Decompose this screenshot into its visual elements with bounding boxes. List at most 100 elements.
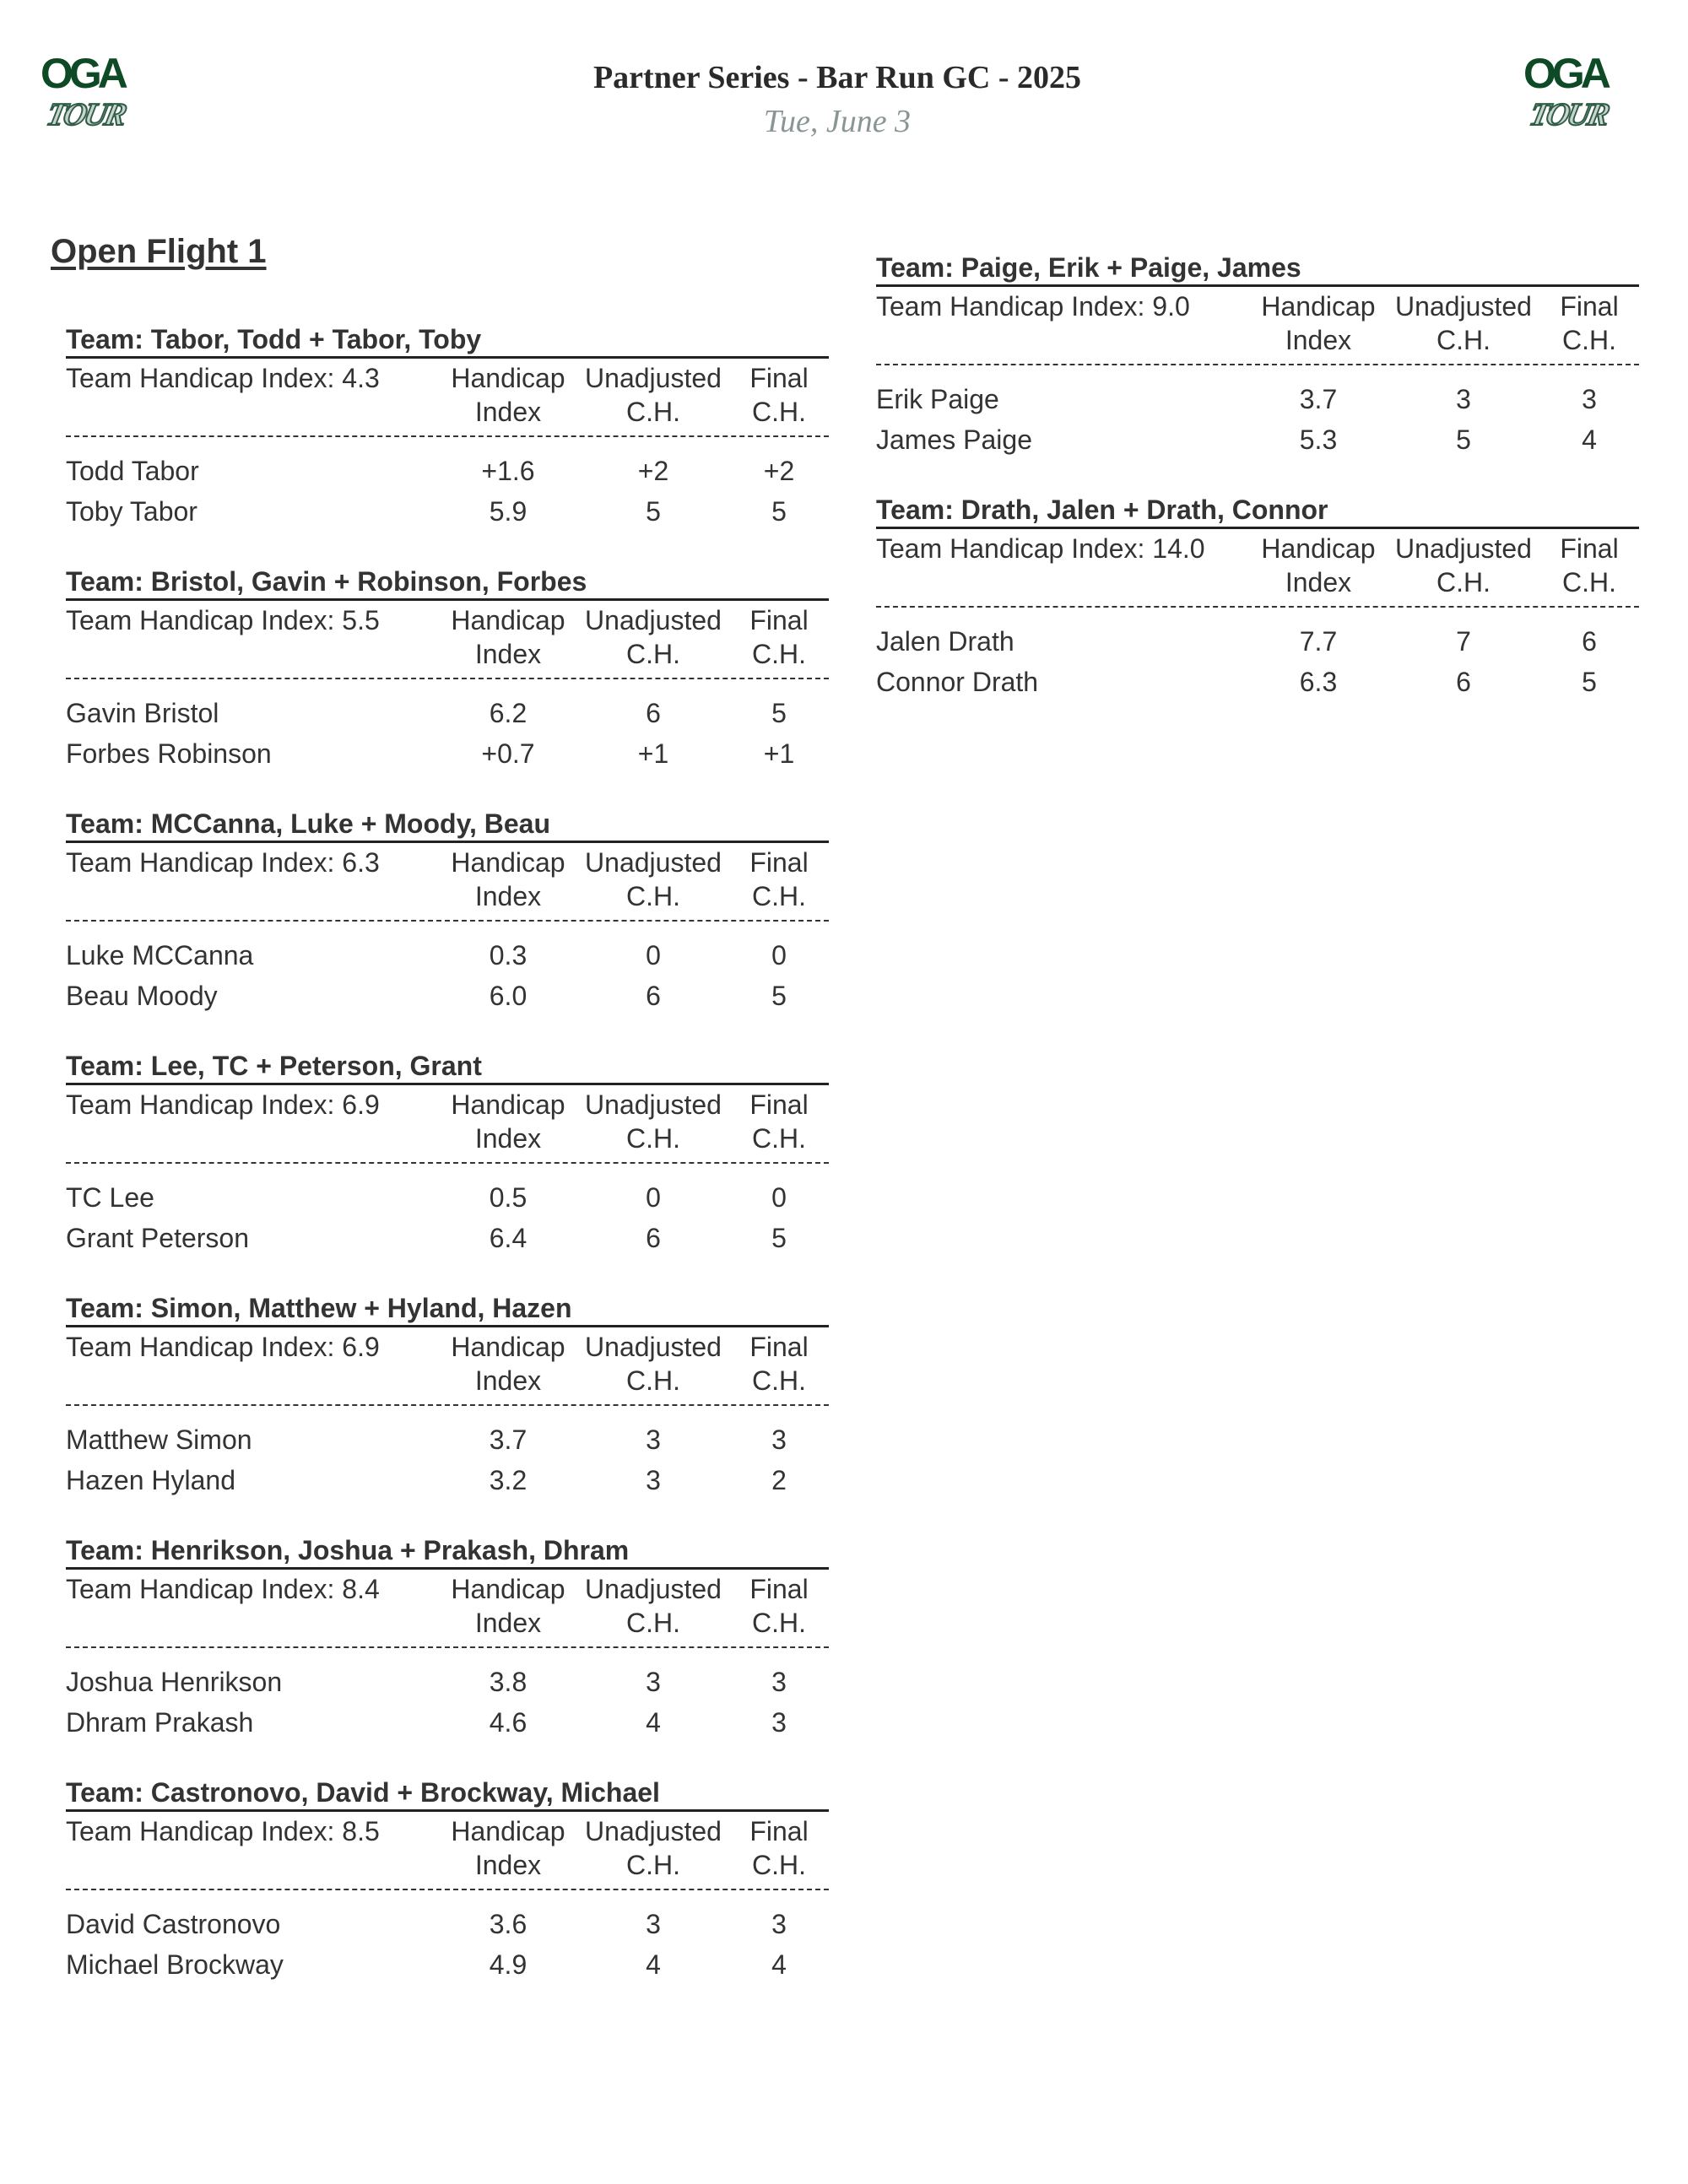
column-header-hi: Handicap Index xyxy=(451,603,565,671)
team-handicap-index: Team Handicap Index: 9.0 xyxy=(876,289,1190,323)
column-header-unadj-line2: C.H. xyxy=(625,1608,680,1638)
player-row: Beau Moody 6.0 6 5 xyxy=(66,976,829,1016)
player-unadj: 3 xyxy=(1456,384,1471,414)
team-index-value: 14.0 xyxy=(1152,533,1205,564)
team-index-label: Team Handicap Index: xyxy=(66,1574,335,1604)
player-name: TC Lee xyxy=(66,1182,154,1213)
player-hi: 6.2 xyxy=(489,698,528,728)
team-divider-solid xyxy=(66,1567,829,1570)
column-header-hi-line2: Index xyxy=(1285,325,1352,355)
column-header-hi-line1: Handicap xyxy=(1261,291,1376,322)
team-handicap-index: Team Handicap Index: 4.3 xyxy=(66,361,380,395)
team-index-value: 8.5 xyxy=(342,1816,380,1846)
player-row: Joshua Henrikson 3.8 3 3 xyxy=(66,1662,829,1702)
logo-oga-text: OGA xyxy=(1523,50,1611,97)
player-final: 4 xyxy=(1582,424,1597,455)
player-row: TC Lee 0.5 0 0 xyxy=(66,1177,829,1218)
column-header-hi-line2: Index xyxy=(474,881,542,911)
team-title: Team: Lee, TC + Peterson, Grant xyxy=(66,1051,482,1081)
team-title: Team: Bristol, Gavin + Robinson, Forbes xyxy=(66,566,587,597)
player-hi: 5.9 xyxy=(489,496,528,527)
player-unadj: 3 xyxy=(646,1424,661,1455)
player-row: Grant Peterson 6.4 6 5 xyxy=(66,1218,829,1258)
team-index-value: 5.5 xyxy=(342,605,380,635)
player-hi: 6.0 xyxy=(489,981,528,1011)
column-header-hi: Handicap Index xyxy=(451,361,565,429)
player-final: 3 xyxy=(771,1707,787,1738)
column-header-hi-line1: Handicap xyxy=(451,1574,565,1604)
player-hi: 4.6 xyxy=(489,1707,528,1738)
team-block: Team: MCCanna, Luke + Moody, Beau Team Ha… xyxy=(66,807,829,1049)
column-header-hi-line1: Handicap xyxy=(451,363,565,393)
player-unadj: 4 xyxy=(646,1707,661,1738)
column-header-unadj-line2: C.H. xyxy=(625,1123,680,1154)
column-header-hi-line2: Index xyxy=(474,1850,542,1880)
player-final: 4 xyxy=(771,1949,787,1980)
team-title: Team: Tabor, Todd + Tabor, Toby xyxy=(66,324,482,354)
player-hi: 7.7 xyxy=(1299,626,1338,657)
player-unadj: 7 xyxy=(1456,626,1471,657)
column-header-final-line2: C.H. xyxy=(751,1608,806,1638)
team-divider-dashed xyxy=(66,1646,829,1648)
team-index-value: 6.9 xyxy=(342,1332,380,1362)
column-header-hi-line1: Handicap xyxy=(451,605,565,635)
team-divider-solid xyxy=(66,598,829,601)
column-header-unadj-line2: C.H. xyxy=(625,639,680,669)
player-name: Todd Tabor xyxy=(66,456,199,486)
player-unadj: 6 xyxy=(1456,667,1471,697)
column-header-unadj: Unadjusted C.H. xyxy=(585,1814,722,1882)
column-header-final-line1: Final xyxy=(749,1816,809,1846)
column-header-hi: Handicap Index xyxy=(1261,532,1375,599)
column-header-hi-line2: Index xyxy=(474,639,542,669)
column-header-hi-line2: Index xyxy=(474,1365,542,1396)
team-title: Team: Henrikson, Joshua + Prakash, Dhram xyxy=(66,1535,630,1565)
team-block: Team: Tabor, Todd + Tabor, Toby Team Hand… xyxy=(66,322,829,565)
column-header-unadj: Unadjusted C.H. xyxy=(1395,289,1532,357)
player-name: Toby Tabor xyxy=(66,496,197,527)
team-block: Team: Bristol, Gavin + Robinson, Forbes T… xyxy=(66,565,829,807)
team-divider-dashed xyxy=(876,606,1639,608)
team-block: Team: Paige, Erik + Paige, James Team Han… xyxy=(876,251,1639,493)
player-final: 3 xyxy=(771,1424,787,1455)
column-header-hi-line1: Handicap xyxy=(451,1816,565,1846)
player-unadj: 6 xyxy=(646,698,661,728)
team-handicap-index: Team Handicap Index: 8.5 xyxy=(66,1814,380,1848)
column-header-hi-line2: Index xyxy=(474,397,542,427)
column-header-final: Final C.H. xyxy=(749,1572,808,1640)
player-final: 3 xyxy=(771,1667,787,1697)
player-name: David Castronovo xyxy=(66,1909,281,1939)
column-header-hi-line1: Handicap xyxy=(1261,533,1376,564)
flight-title: Open Flight 1 xyxy=(51,233,267,270)
team-divider-dashed xyxy=(876,364,1639,365)
player-hi: +1.6 xyxy=(481,456,535,486)
team-divider-dashed xyxy=(66,435,829,437)
column-header-final: Final C.H. xyxy=(749,846,808,913)
team-handicap-index: Team Handicap Index: 6.9 xyxy=(66,1330,380,1364)
player-final: 2 xyxy=(771,1465,787,1495)
column-header-unadj-line2: C.H. xyxy=(625,1365,680,1396)
player-row: Hazen Hyland 3.2 3 2 xyxy=(66,1460,829,1500)
column-header-hi: Handicap Index xyxy=(451,846,565,913)
column-header-hi-line1: Handicap xyxy=(451,1089,565,1120)
player-name: Dhram Prakash xyxy=(66,1707,254,1738)
column-header-unadj: Unadjusted C.H. xyxy=(585,603,722,671)
player-row: Michael Brockway 4.9 4 4 xyxy=(66,1944,829,1985)
column-header-final: Final C.H. xyxy=(749,1330,808,1397)
team-block: Team: Drath, Jalen + Drath, Connor Team H… xyxy=(876,493,1639,735)
player-name: Joshua Henrikson xyxy=(66,1667,283,1697)
player-name: James Paige xyxy=(876,424,1032,455)
player-final: 5 xyxy=(771,698,787,728)
player-final: 3 xyxy=(1582,384,1597,414)
page-subtitle-date: Tue, June 3 xyxy=(763,104,912,139)
player-final: 5 xyxy=(771,496,787,527)
team-title: Team: Castronovo, David + Brockway, Mich… xyxy=(66,1777,660,1808)
player-final: +2 xyxy=(763,456,795,486)
team-handicap-index: Team Handicap Index: 6.3 xyxy=(66,846,380,879)
player-unadj: 5 xyxy=(1456,424,1471,455)
column-header-final-line1: Final xyxy=(749,1332,809,1362)
right-column: Team: Paige, Erik + Paige, James Team Han… xyxy=(876,251,1639,735)
column-header-unadj-line1: Unadjusted xyxy=(585,1574,722,1604)
player-row: Forbes Robinson +0.7 +1 +1 xyxy=(66,733,829,774)
column-header-hi-line2: Index xyxy=(474,1608,542,1638)
player-row: Gavin Bristol 6.2 6 5 xyxy=(66,693,829,733)
